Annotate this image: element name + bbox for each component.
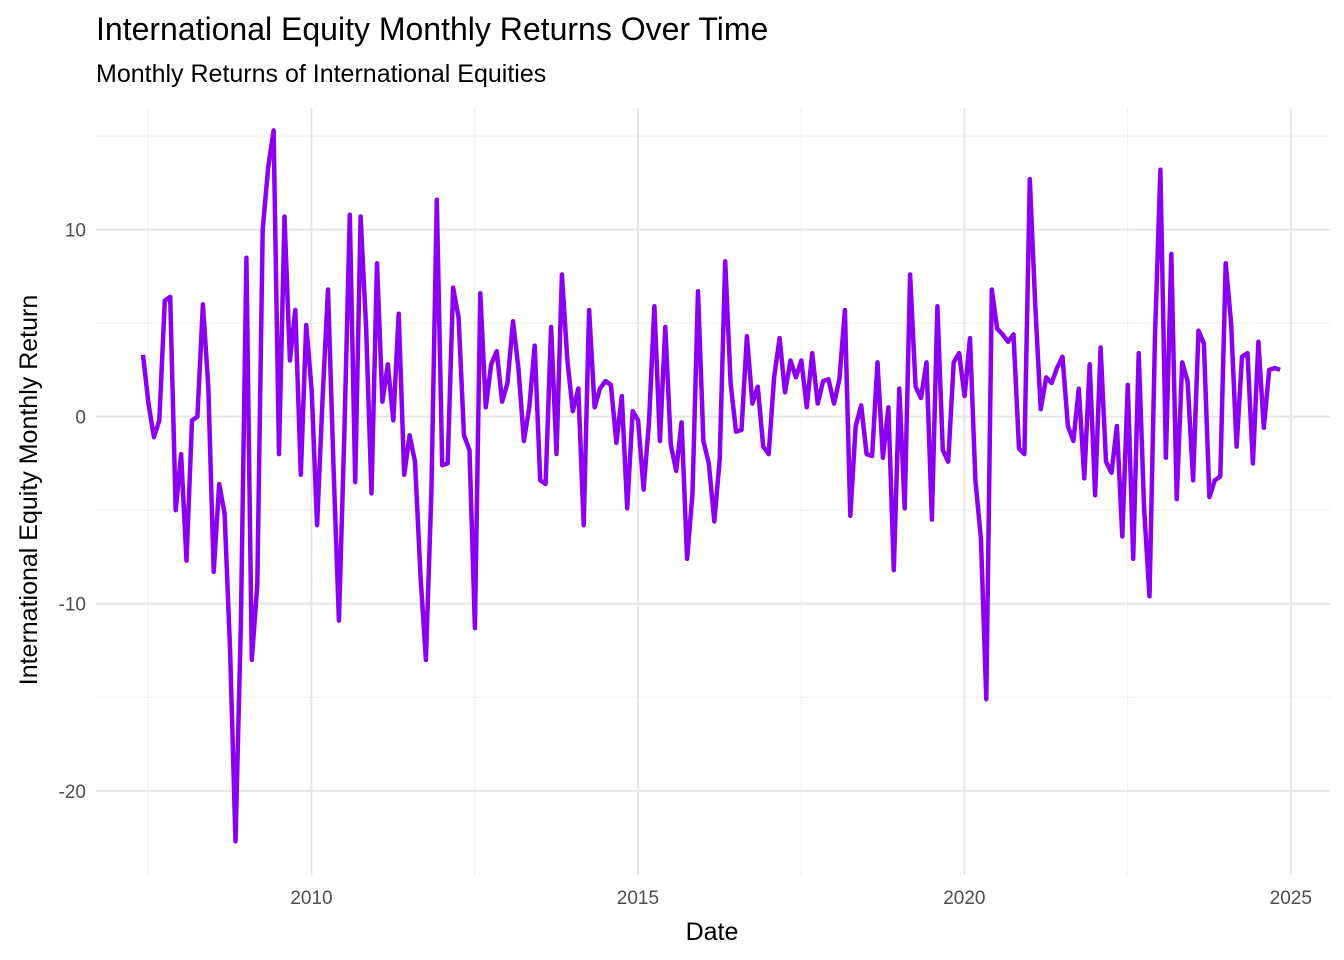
major-gridlines bbox=[96, 108, 1330, 875]
y-tick-label: 0 bbox=[75, 408, 86, 429]
x-tick-label: 2025 bbox=[1270, 888, 1312, 909]
x-tick-label: 2010 bbox=[290, 888, 332, 909]
y-tick-label: 10 bbox=[65, 221, 86, 242]
x-tick-label: 2020 bbox=[943, 888, 985, 909]
y-tick-label: -20 bbox=[59, 782, 86, 803]
chart-subtitle: Monthly Returns of International Equitie… bbox=[96, 60, 546, 88]
series-line bbox=[140, 128, 1281, 844]
x-tick-label: 2015 bbox=[617, 888, 659, 909]
y-axis-ticks: -20 -10 0 10 bbox=[59, 221, 86, 803]
chart-title: International Equity Monthly Returns Ove… bbox=[96, 11, 768, 47]
y-axis-title: International Equity Monthly Return bbox=[15, 295, 43, 686]
series-layer bbox=[140, 128, 1281, 844]
x-axis-ticks: 2010 2015 2020 2025 bbox=[290, 888, 1312, 909]
x-axis-title: Date bbox=[686, 918, 739, 946]
y-tick-label: -10 bbox=[59, 595, 86, 616]
